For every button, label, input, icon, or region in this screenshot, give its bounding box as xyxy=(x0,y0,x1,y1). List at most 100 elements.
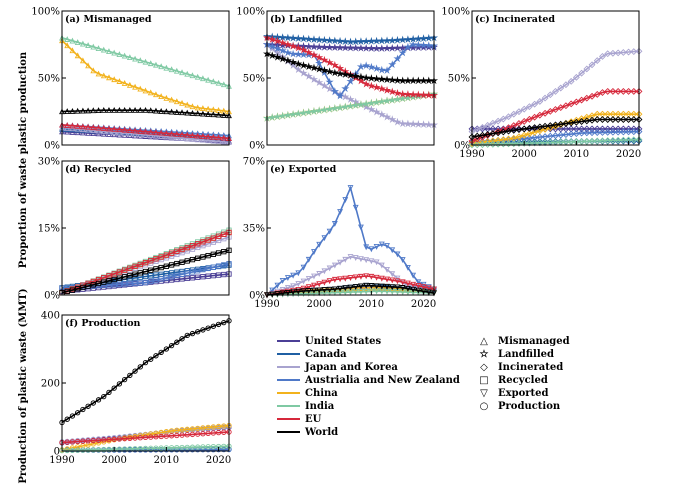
marker-world xyxy=(100,106,107,113)
marker-japan-and-korea xyxy=(619,49,627,56)
marker-label-incinerated: Incinerated xyxy=(498,362,563,373)
marker-japan-and-korea xyxy=(126,130,133,137)
marker-world xyxy=(473,132,481,140)
marker-india xyxy=(473,141,481,149)
marker-japan-and-korea xyxy=(315,78,324,87)
marker-japan-and-korea xyxy=(473,126,481,133)
marker-india xyxy=(200,444,206,450)
marker-eu xyxy=(290,287,297,294)
series-line-world xyxy=(471,118,639,138)
marker-eu xyxy=(220,134,227,141)
marker-india xyxy=(158,63,165,70)
marker-united-states xyxy=(132,132,138,139)
marker-japan-and-korea xyxy=(393,117,402,126)
marker-india xyxy=(80,447,86,453)
series-line-india xyxy=(61,445,230,452)
marker-eu xyxy=(362,79,371,88)
marker-austrialia-and-new-zealand xyxy=(189,269,196,275)
marker-india xyxy=(494,140,502,148)
marker-india xyxy=(173,67,180,74)
marker-united-states xyxy=(95,130,102,137)
marker-japan-and-korea xyxy=(325,84,334,93)
marker-world xyxy=(153,107,159,114)
marker-world xyxy=(279,290,286,297)
marker-world xyxy=(106,389,112,395)
marker-austrialia-and-new-zealand xyxy=(331,221,338,227)
marker-eu xyxy=(552,106,559,113)
marker-united-states xyxy=(189,275,196,281)
marker-eu xyxy=(153,256,159,262)
marker-austrialia-and-new-zealand xyxy=(625,128,632,136)
marker-world xyxy=(80,406,86,413)
marker-china xyxy=(525,130,533,138)
marker-india xyxy=(283,110,292,119)
marker-world xyxy=(184,109,191,116)
marker-eu xyxy=(69,439,76,445)
marker-austrialia-and-new-zealand xyxy=(126,126,133,132)
marker-china xyxy=(163,94,170,101)
marker-united-states xyxy=(184,275,190,282)
marker-eu xyxy=(148,434,154,440)
marker-india xyxy=(90,447,96,453)
marker-world xyxy=(384,283,390,290)
marker-world xyxy=(168,342,175,349)
marker-india xyxy=(111,49,118,56)
marker-world xyxy=(174,339,180,345)
marker-japan-and-korea xyxy=(479,123,486,131)
marker-united-states xyxy=(419,43,428,51)
marker-china xyxy=(536,127,544,135)
marker-india xyxy=(619,136,627,144)
marker-china xyxy=(200,425,206,431)
marker-world xyxy=(309,63,319,72)
marker-india xyxy=(85,42,92,48)
marker-eu xyxy=(179,246,185,253)
marker-united-states xyxy=(515,125,523,133)
series-line-eu xyxy=(61,231,230,294)
marker-eu xyxy=(121,126,128,133)
marker-canada xyxy=(372,36,381,45)
marker-world xyxy=(505,127,512,135)
marker-world xyxy=(85,107,92,114)
marker-world xyxy=(111,385,117,391)
marker-world xyxy=(305,288,312,294)
series-line-eu xyxy=(61,124,230,140)
marker-united-states xyxy=(220,137,227,144)
marker-canada xyxy=(393,35,402,44)
marker-japan-and-korea xyxy=(294,65,303,74)
marker-japan-and-korea xyxy=(562,81,570,89)
marker-world xyxy=(142,359,149,366)
marker-united-states xyxy=(489,125,497,133)
marker-india xyxy=(393,95,402,103)
marker-world xyxy=(363,282,370,289)
marker-india xyxy=(69,447,76,454)
marker-united-states xyxy=(200,274,206,280)
marker-world xyxy=(368,283,375,289)
marker-eu xyxy=(520,117,528,125)
circle-icon: ○ xyxy=(480,401,489,412)
marker-austrialia-and-new-zealand xyxy=(284,275,291,281)
marker-world xyxy=(346,71,355,79)
marker-austrialia-and-new-zealand xyxy=(593,129,601,137)
marker-eu xyxy=(116,126,123,133)
marker-japan-and-korea xyxy=(106,128,112,135)
marker-japan-and-korea xyxy=(341,92,350,101)
marker-world xyxy=(510,126,518,134)
marker-united-states xyxy=(195,274,201,280)
marker-austrialia-and-new-zealand xyxy=(347,185,354,192)
marker-eu xyxy=(106,273,112,279)
marker-austrialia-and-new-zealand xyxy=(184,270,190,276)
marker-eu xyxy=(410,281,417,288)
marker-india xyxy=(336,103,345,112)
marker-world xyxy=(168,108,175,115)
marker-world xyxy=(148,267,154,273)
marker-india xyxy=(341,102,350,111)
marker-china xyxy=(189,426,196,432)
marker-india xyxy=(604,137,612,145)
marker-china xyxy=(137,85,144,92)
marker-austrialia-and-new-zealand xyxy=(210,264,216,270)
marker-world xyxy=(210,111,217,118)
marker-india xyxy=(168,445,175,451)
marker-india xyxy=(299,108,308,117)
marker-japan-and-korea xyxy=(179,134,185,141)
marker-japan-and-korea xyxy=(300,278,307,285)
